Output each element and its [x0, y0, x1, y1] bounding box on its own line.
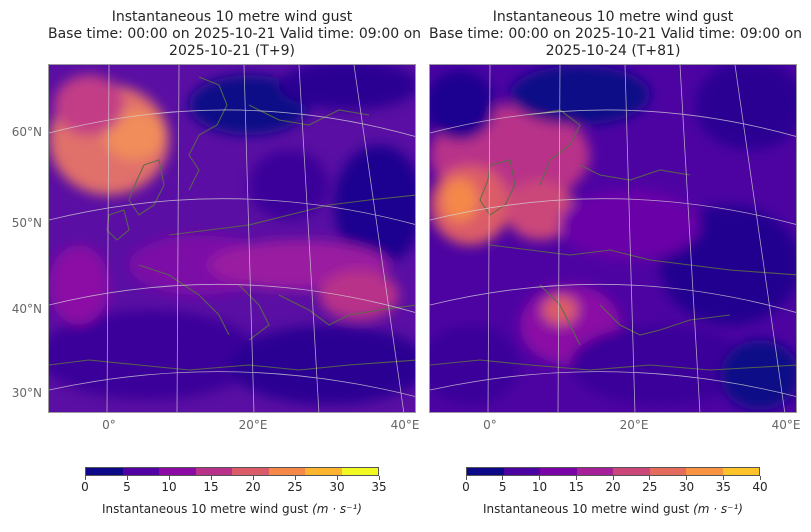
- colorbar-2-segment: [576, 468, 613, 475]
- map-panel-2[interactable]: [429, 64, 797, 413]
- colorbar-1-segment: [268, 468, 305, 475]
- panel-1-title-line-3: 2025-10-21 (T+9): [169, 43, 295, 59]
- lat-label-30n: 30°N: [11, 386, 42, 400]
- colorbar-2-segment: [613, 468, 650, 475]
- colorbar-1-segment: [159, 468, 196, 475]
- colorbar-1-label-text: Instantaneous 10 metre wind gust: [102, 502, 309, 516]
- colorbar-1-segment: [122, 468, 159, 475]
- colorbar-2-tick-label: 15: [568, 480, 584, 494]
- colorbar-2-segment: [503, 468, 540, 475]
- colorbar-2-tick-label: 20: [605, 480, 621, 494]
- colorbar-1-segment: [305, 468, 342, 475]
- colorbar-2-tick-label: 5: [498, 480, 507, 494]
- colorbar-2-tick-mark: [686, 476, 687, 480]
- lat-label-50n: 50°N: [11, 216, 42, 230]
- colorbar-1-tick-mark: [210, 476, 212, 480]
- colorbar-2-tick-label: 40: [752, 480, 768, 494]
- lon-label-20e-panel-1: 20°E: [238, 418, 268, 432]
- colorbar-2-tick-mark: [759, 476, 761, 480]
- panel-1-title-line-1: Instantaneous 10 metre wind gust: [111, 9, 353, 25]
- colorbar-1-tick-mark: [84, 476, 86, 480]
- colorbar-1-tick-label: 5: [123, 480, 131, 494]
- panel-1-title-line-2: Base time: 00:00 on 2025-10-21 Valid tim…: [48, 26, 422, 42]
- colorbar-1-label: Instantaneous 10 metre wind gust (m · s⁻…: [85, 502, 379, 516]
- lon-label-0-panel-1: 0°: [102, 418, 116, 432]
- colorbar-1-tick-mark: [252, 476, 254, 480]
- colorbar-1-tick-label: 0: [81, 480, 89, 494]
- panel-1-title: Instantaneous 10 metre wind gust Base ti…: [48, 9, 422, 60]
- colorbar-1-tick-mark: [378, 476, 380, 480]
- lat-label-60n: 60°N: [11, 125, 42, 139]
- colorbar-2-tick-mark: [502, 476, 504, 480]
- colorbar-1-tick-mark: [294, 476, 296, 480]
- colorbar-1-tick-label: 30: [329, 480, 345, 494]
- colorbar-1-segment: [195, 468, 232, 475]
- lon-label-20e-panel-2: 20°E: [619, 418, 649, 432]
- colorbar-2-segment: [686, 468, 723, 475]
- colorbar-2-label: Instantaneous 10 metre wind gust (m · s⁻…: [466, 502, 760, 516]
- colorbar-2-tick-label: 25: [642, 480, 658, 494]
- colorbar-2-tick-mark: [465, 476, 467, 480]
- colorbar-2-tick-mark: [649, 476, 651, 480]
- colorbar-2-unit: (m · s⁻¹): [693, 502, 743, 516]
- colorbar-1-tick-label: 10: [161, 480, 177, 494]
- colorbar-2-tick-mark: [612, 476, 614, 480]
- colorbar-1-tick-mark: [168, 476, 170, 480]
- panel-2-title-line-3: 2025-10-24 (T+81): [545, 43, 681, 59]
- colorbar-1-segment: [86, 468, 123, 475]
- colorbar-2-segment: [467, 468, 504, 475]
- map-panel-1[interactable]: [48, 64, 416, 413]
- panel-2-title: Instantaneous 10 metre wind gust Base ti…: [429, 9, 803, 60]
- colorbar-2-tick-mark: [722, 476, 724, 480]
- colorbar-1-tick-label: 35: [371, 480, 387, 494]
- lon-label-40e-panel-1: 40°E: [390, 418, 420, 432]
- colorbar-2-tick-mark: [575, 476, 577, 480]
- colorbar-1-tick-label: 25: [287, 480, 303, 494]
- colorbar-1-tick-label: 20: [245, 480, 261, 494]
- colorbar-2-segment: [722, 468, 759, 475]
- colorbar-1-unit: (m · s⁻¹): [312, 502, 362, 516]
- colorbar-1-segment: [341, 468, 378, 475]
- colorbar-2: [466, 467, 760, 476]
- colorbar-2-segment: [540, 468, 577, 475]
- panel-2-title-line-2: Base time: 00:00 on 2025-10-21 Valid tim…: [429, 26, 803, 42]
- colorbar-1-tick-label: 15: [203, 480, 219, 494]
- colorbar-2-tick-label: 0: [462, 480, 470, 494]
- wind-gust-map-1: [49, 65, 415, 412]
- lon-label-40e-panel-2: 40°E: [771, 418, 801, 432]
- colorbar-1: [85, 467, 379, 476]
- colorbar-2-tick-label: 10: [531, 480, 548, 494]
- colorbar-2-tick-label: 35: [715, 480, 731, 494]
- colorbar-1-tick-mark: [126, 476, 128, 480]
- colorbar-2-label-text: Instantaneous 10 metre wind gust: [483, 502, 690, 516]
- wind-gust-map-2: [430, 65, 796, 412]
- panel-2-title-line-1: Instantaneous 10 metre wind gust: [492, 9, 734, 25]
- lat-label-40n: 40°N: [11, 302, 42, 316]
- colorbar-2-segment: [649, 468, 686, 475]
- colorbar-1-tick-mark: [336, 476, 338, 480]
- lon-label-0-panel-2: 0°: [483, 418, 497, 432]
- colorbar-2-tick-label: 30: [678, 480, 695, 494]
- colorbar-1-segment: [232, 468, 269, 475]
- colorbar-2-tick-mark: [539, 476, 540, 480]
